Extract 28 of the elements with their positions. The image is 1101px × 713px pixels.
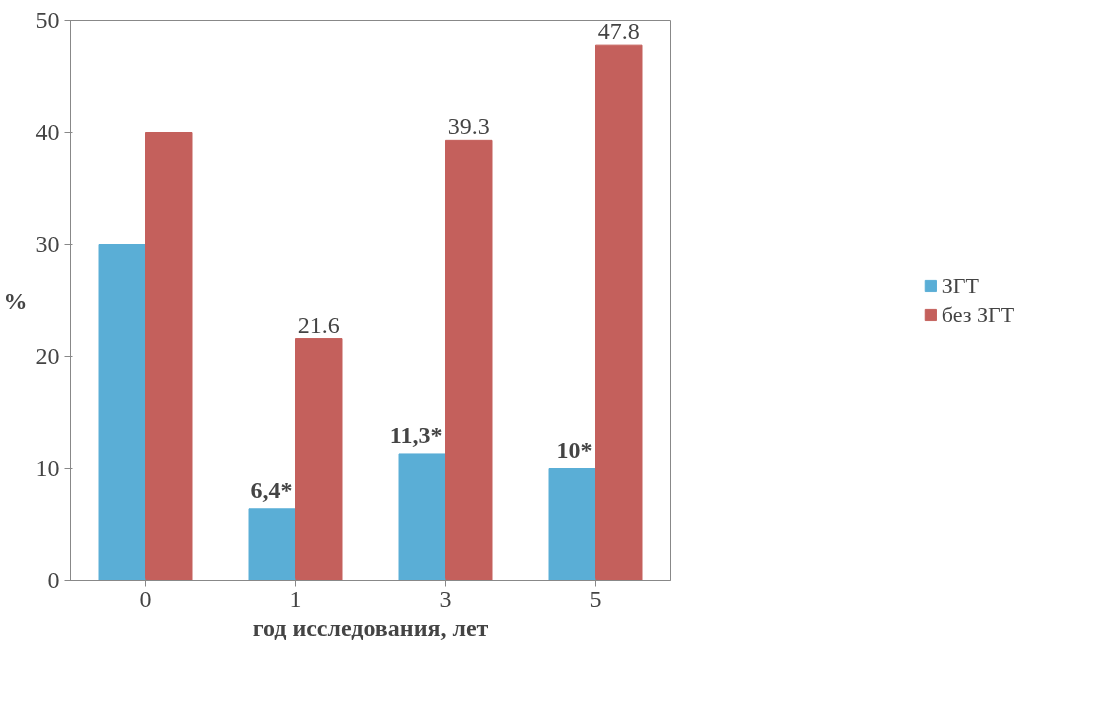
x-tick-label: 5: [589, 585, 602, 612]
y-tick-label: 10: [35, 455, 60, 481]
y-tick-label: 20: [35, 343, 60, 369]
x-tick-label: 3: [439, 585, 452, 612]
bar: [595, 44, 643, 581]
x-tick-label: 0: [139, 585, 152, 612]
data-label: 10*: [556, 436, 593, 463]
legend-label: без ЗГТ: [941, 301, 1015, 328]
bar: [295, 338, 343, 581]
y-tick-label: 0: [47, 567, 60, 593]
y-tick-label: 30: [35, 231, 60, 257]
bar: [98, 244, 146, 581]
x-tick-label: 1: [289, 585, 302, 612]
x-axis-title: год исследования, лет: [252, 614, 489, 641]
y-axis-title: %: [3, 287, 28, 314]
data-label: 11,3*: [389, 421, 443, 448]
bar: [445, 139, 493, 581]
bar: [145, 132, 193, 581]
legend-label: ЗГТ: [941, 272, 980, 299]
bar: [248, 508, 296, 581]
bar: [398, 453, 446, 581]
y-tick-label: 50: [35, 7, 60, 33]
data-label: 21.6: [297, 311, 340, 338]
y-tick-label: 40: [35, 119, 60, 145]
data-label: 47.8: [597, 18, 640, 45]
data-label: 6,4*: [250, 476, 293, 503]
bar: [548, 468, 596, 581]
data-label: 39.3: [447, 113, 490, 140]
